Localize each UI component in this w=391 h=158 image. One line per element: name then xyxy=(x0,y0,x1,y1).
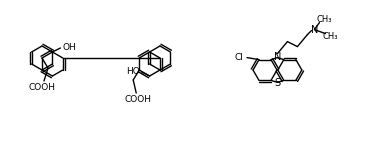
Text: N: N xyxy=(311,25,318,35)
Text: COOH: COOH xyxy=(29,82,56,91)
Text: OH: OH xyxy=(63,43,76,52)
Text: N: N xyxy=(274,52,281,62)
Text: Cl: Cl xyxy=(235,53,244,62)
Text: HO: HO xyxy=(126,67,140,76)
Text: COOH: COOH xyxy=(125,94,152,103)
Text: S: S xyxy=(274,78,280,88)
Text: CH₃: CH₃ xyxy=(323,32,338,41)
Text: CH₃: CH₃ xyxy=(317,15,332,24)
